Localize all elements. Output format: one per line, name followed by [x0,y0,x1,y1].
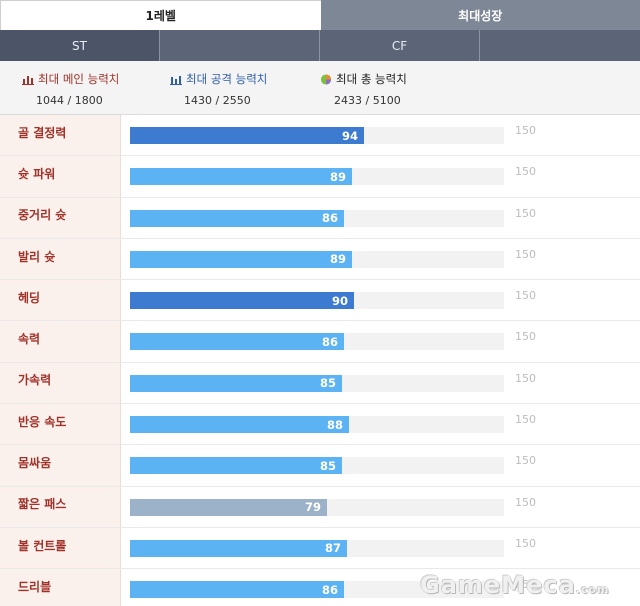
stat-bar-track: 85 [130,457,504,475]
summary-total-value: 2433 / 5100 [334,94,401,107]
stat-bar-fill: 86 [130,581,344,599]
stat-bar-fill: 89 [130,250,352,268]
stat-row: 드리블 86 150 [0,569,640,606]
stat-bar-track: 89 [130,250,504,268]
summary-total-label: 최대 총 능력치 [336,72,407,86]
stat-value: 86 [321,211,338,226]
stat-bar-track: 88 [130,416,504,434]
stat-bar-fill: 89 [130,168,352,186]
stat-bar-track: 86 [130,581,504,599]
ability-summary: 최대 메인 능력치 1044 / 1800 최대 공격 능력치 1430 / 2… [0,61,640,115]
stat-bar-fill: 86 [130,209,344,227]
stat-max-value: 150 [515,371,536,385]
stat-bar-track: 79 [130,498,504,516]
stat-list: 골 결정력 94 150 슛 파워 89 150 중거리 슛 86 150 발리 슛 89 150 헤딩… [0,115,640,606]
stat-value: 86 [321,582,338,597]
stat-label: 짧은 패스 [0,486,121,527]
stat-bar-fill: 79 [130,498,327,516]
stat-bar-fill: 85 [130,374,342,392]
stat-value: 90 [331,293,348,308]
stat-max-value: 150 [515,413,536,427]
bar-chart-icon [170,75,182,85]
stat-value: 89 [329,252,346,267]
stat-max-value: 150 [515,330,536,344]
tab-max-growth[interactable]: 최대성장 [320,0,640,30]
stat-max-value: 150 [515,536,536,550]
stat-value: 85 [319,458,336,473]
tab-level-1[interactable]: 1레벨 [0,0,321,30]
stat-row: 가속력 85 150 [0,362,640,405]
stat-label: 속력 [0,321,121,362]
stat-bar-fill: 85 [130,457,342,475]
stat-row: 발리 슛 89 150 [0,238,640,281]
stat-bar-track: 89 [130,168,504,186]
stat-max-value: 150 [515,454,536,468]
stat-value: 94 [341,128,358,143]
stat-row: 골 결정력 94 150 [0,115,640,157]
stat-max-value: 150 [515,578,536,592]
summary-main-value: 1044 / 1800 [36,94,103,107]
stat-bar-track: 85 [130,374,504,392]
summary-total: 최대 총 능력치 2433 / 5100 [320,71,407,107]
stat-row: 속력 86 150 [0,321,640,363]
stat-max-value: 150 [515,289,536,303]
position-st[interactable]: ST [0,30,160,61]
stat-bar-track: 86 [130,209,504,227]
bar-chart-icon [22,75,34,85]
stat-label: 슛 파워 [0,156,121,197]
stat-value: 88 [326,417,343,432]
stat-value: 85 [319,376,336,391]
position-empty-2[interactable] [480,30,640,61]
stat-max-value: 150 [515,247,536,261]
stat-label: 반응 속도 [0,404,121,445]
summary-attack-label: 최대 공격 능력치 [186,72,268,86]
stat-max-value: 150 [515,206,536,220]
stat-row: 헤딩 90 150 [0,280,640,322]
stat-label: 중거리 슛 [0,197,121,238]
stat-bar-fill: 86 [130,333,344,351]
gamemeca-watermark: GameMeca.com [420,571,610,599]
stat-bar-fill: 88 [130,416,349,434]
position-empty-1[interactable] [160,30,320,61]
stat-label: 가속력 [0,362,121,404]
stat-row: 볼 컨트롤 87 150 [0,527,640,570]
stat-max-value: 150 [515,124,536,137]
stat-bar-track: 94 [130,127,504,144]
stat-row: 몸싸움 85 150 [0,445,640,487]
position-cf[interactable]: CF [320,30,480,61]
stat-bar-fill: 87 [130,539,347,557]
summary-main-label: 최대 메인 능력치 [38,72,120,86]
stat-value: 86 [321,334,338,349]
pie-chart-icon [320,73,332,85]
stat-label: 몸싸움 [0,445,121,486]
stat-max-value: 150 [515,495,536,509]
stat-bar-track: 86 [130,333,504,351]
stat-bar-fill: 90 [130,292,354,310]
stat-row: 짧은 패스 79 150 [0,486,640,528]
stat-bar-track: 90 [130,292,504,310]
summary-attack-value: 1430 / 2550 [184,94,251,107]
summary-main: 최대 메인 능력치 1044 / 1800 [22,71,119,107]
stat-row: 중거리 슛 86 150 [0,197,640,239]
stat-label: 드리블 [0,569,121,606]
stat-row: 반응 속도 88 150 [0,404,640,446]
stat-value: 79 [304,500,321,515]
level-tabs: 1레벨 최대성장 [0,0,640,30]
position-bar: ST CF [0,30,640,61]
stat-row: 슛 파워 89 150 [0,156,640,198]
stat-max-value: 150 [515,165,536,179]
stat-label: 볼 컨트롤 [0,527,121,569]
summary-attack: 최대 공격 능력치 1430 / 2550 [170,71,267,107]
stat-label: 골 결정력 [0,115,121,156]
stat-label: 헤딩 [0,280,121,321]
stat-bar-fill: 94 [130,127,364,144]
stat-value: 89 [329,169,346,184]
stat-label: 발리 슛 [0,238,121,280]
stat-bar-track: 87 [130,539,504,557]
stat-value: 87 [324,541,341,556]
